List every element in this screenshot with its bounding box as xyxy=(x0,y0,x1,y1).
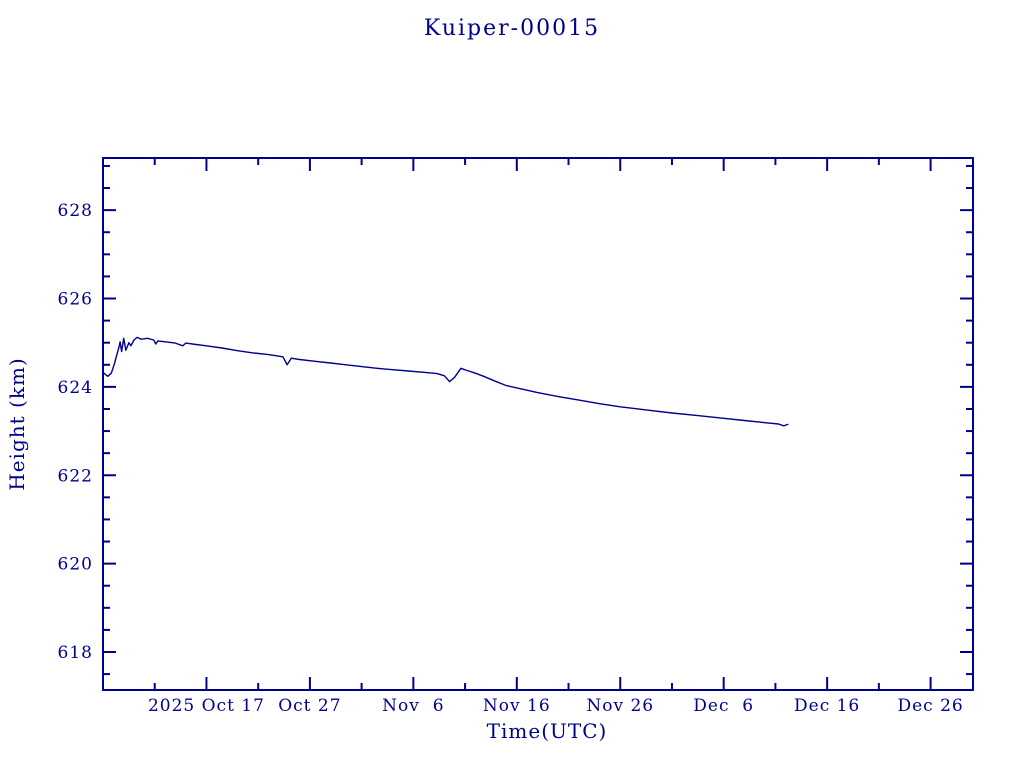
y-axis-label: Height (km) xyxy=(5,357,29,491)
height-series-line xyxy=(102,336,789,427)
y-tick-label: 626 xyxy=(58,290,93,310)
x-tick-label: Dec 16 xyxy=(794,696,860,716)
plot-frame xyxy=(102,157,974,691)
x-tick-label: Nov 16 xyxy=(483,696,551,716)
x-tick-label: Oct 27 xyxy=(278,696,341,716)
x-axis-label: Time(UTC) xyxy=(486,719,608,743)
y-tick-label: 618 xyxy=(58,643,93,663)
x-tick-label: 2025 Oct 17 xyxy=(148,696,265,716)
y-tick-label: 620 xyxy=(58,555,93,575)
y-tick-label: 622 xyxy=(58,466,93,486)
x-tick-label: Dec 26 xyxy=(897,696,963,716)
y-tick-label: 628 xyxy=(58,201,93,221)
x-tick-label: Nov 6 xyxy=(382,696,444,716)
x-tick-label: Dec 6 xyxy=(693,696,754,716)
x-tick-label: Nov 26 xyxy=(586,696,654,716)
chart-title: Kuiper-00015 xyxy=(423,16,601,41)
y-tick-label: 624 xyxy=(58,378,93,398)
